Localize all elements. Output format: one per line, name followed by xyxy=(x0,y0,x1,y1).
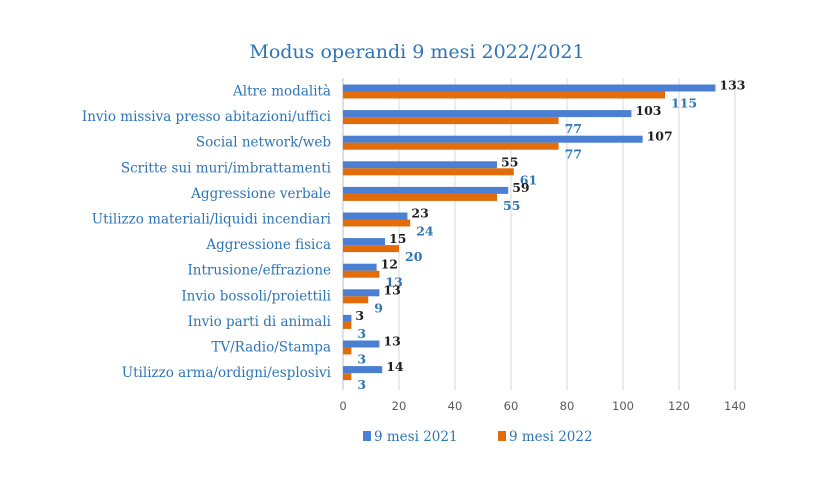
bar-2022 xyxy=(343,219,411,227)
category-label: Aggressione verbale xyxy=(190,186,331,202)
value-label-2021: 133 xyxy=(719,78,745,93)
bar-2022 xyxy=(343,373,352,381)
x-axis-ticks: 0 20 40 60 80 100 120 140 xyxy=(339,399,746,413)
category-label: Aggressione fisica xyxy=(205,237,331,253)
value-label-2021: 3 xyxy=(355,308,364,323)
category-label: Utilizzo materiali/liquidi incendiari xyxy=(92,212,332,228)
bar-2021 xyxy=(343,238,385,246)
chart-title: Modus operandi 9 mesi 2022/2021 xyxy=(249,41,584,63)
bar-2021 xyxy=(343,340,380,348)
bar-2022 xyxy=(343,347,352,355)
value-label-2022: 3 xyxy=(357,326,366,341)
category-label: Invio missiva presso abitazioni/uffici xyxy=(82,109,332,125)
bar-2022 xyxy=(343,245,399,253)
value-label-2022: 77 xyxy=(565,147,582,162)
value-label-2021: 13 xyxy=(383,282,400,297)
bars xyxy=(343,84,716,381)
value-label-2022: 3 xyxy=(357,377,366,392)
category-label: Social network/web xyxy=(196,135,331,151)
bar-2021 xyxy=(343,161,497,169)
tick-label: 100 xyxy=(612,399,634,413)
value-label-2021: 12 xyxy=(381,257,398,272)
category-labels: Altre modalità Invio missiva presso abita… xyxy=(82,84,332,382)
bar-2021 xyxy=(343,135,643,143)
category-label: TV/Radio/Stampa xyxy=(211,340,331,356)
tick-label: 40 xyxy=(448,399,463,413)
bar-2021 xyxy=(343,84,716,92)
tick-label: 60 xyxy=(504,399,519,413)
legend-2021-swatch xyxy=(363,431,371,441)
bar-2022 xyxy=(343,168,514,176)
bar-2022 xyxy=(343,91,665,99)
bar-2022 xyxy=(343,321,352,329)
value-label-2021: 55 xyxy=(501,154,518,169)
value-label-2021: 103 xyxy=(635,103,661,118)
bar-2021 xyxy=(343,289,380,297)
legend-2022-swatch xyxy=(498,431,506,441)
gridlines xyxy=(342,78,736,390)
tick-label: 20 xyxy=(392,399,407,413)
legend-2021-label: 9 mesi 2021 xyxy=(374,429,458,445)
bar-2022 xyxy=(343,270,380,278)
bar-2022 xyxy=(343,142,559,150)
category-label: Scritte sui muri/imbrattamenti xyxy=(121,160,332,176)
value-label-2021: 14 xyxy=(386,359,404,374)
bar-2022 xyxy=(343,117,559,125)
bar-2021 xyxy=(343,186,509,194)
value-label-2022: 24 xyxy=(416,224,434,239)
tick-label: 80 xyxy=(560,399,575,413)
tick-label: 140 xyxy=(724,399,746,413)
value-label-2022: 115 xyxy=(671,96,697,111)
tick-label: 0 xyxy=(339,399,346,413)
value-label-2021: 15 xyxy=(389,231,406,246)
bar-2022 xyxy=(343,193,497,201)
value-label-2022: 3 xyxy=(357,352,366,367)
bar-2022 xyxy=(343,296,369,304)
bar-2021 xyxy=(343,263,377,271)
legend-2022-label: 9 mesi 2022 xyxy=(509,429,593,445)
legend: 9 mesi 2021 9 mesi 2022 xyxy=(363,429,593,445)
value-label-2022: 20 xyxy=(405,249,423,264)
value-label-2022: 55 xyxy=(503,198,520,213)
category-label: Invio parti di animali xyxy=(188,314,332,330)
value-label-2021: 13 xyxy=(383,334,400,349)
value-label-2022: 9 xyxy=(374,300,383,315)
value-labels: 1331151037710777556159552324152012131393… xyxy=(355,78,745,393)
category-label: Utilizzo arma/ordigni/esplosivi xyxy=(122,365,332,381)
value-label-2022: 61 xyxy=(520,172,537,187)
category-label: Intrusione/effrazione xyxy=(187,263,331,279)
category-label: Altre modalità xyxy=(232,84,331,100)
value-label-2021: 23 xyxy=(411,206,428,221)
bar-2021 xyxy=(343,212,408,220)
bar-2021 xyxy=(343,314,352,322)
value-label-2022: 77 xyxy=(565,121,582,136)
tick-label: 120 xyxy=(668,399,690,413)
value-label-2021: 107 xyxy=(647,129,673,144)
bar-2021 xyxy=(343,110,632,118)
bar-2021 xyxy=(343,366,383,374)
value-label-2022: 13 xyxy=(385,275,402,290)
category-label: Invio bossoli/proiettili xyxy=(181,288,331,304)
value-label-2021: 59 xyxy=(512,180,529,195)
